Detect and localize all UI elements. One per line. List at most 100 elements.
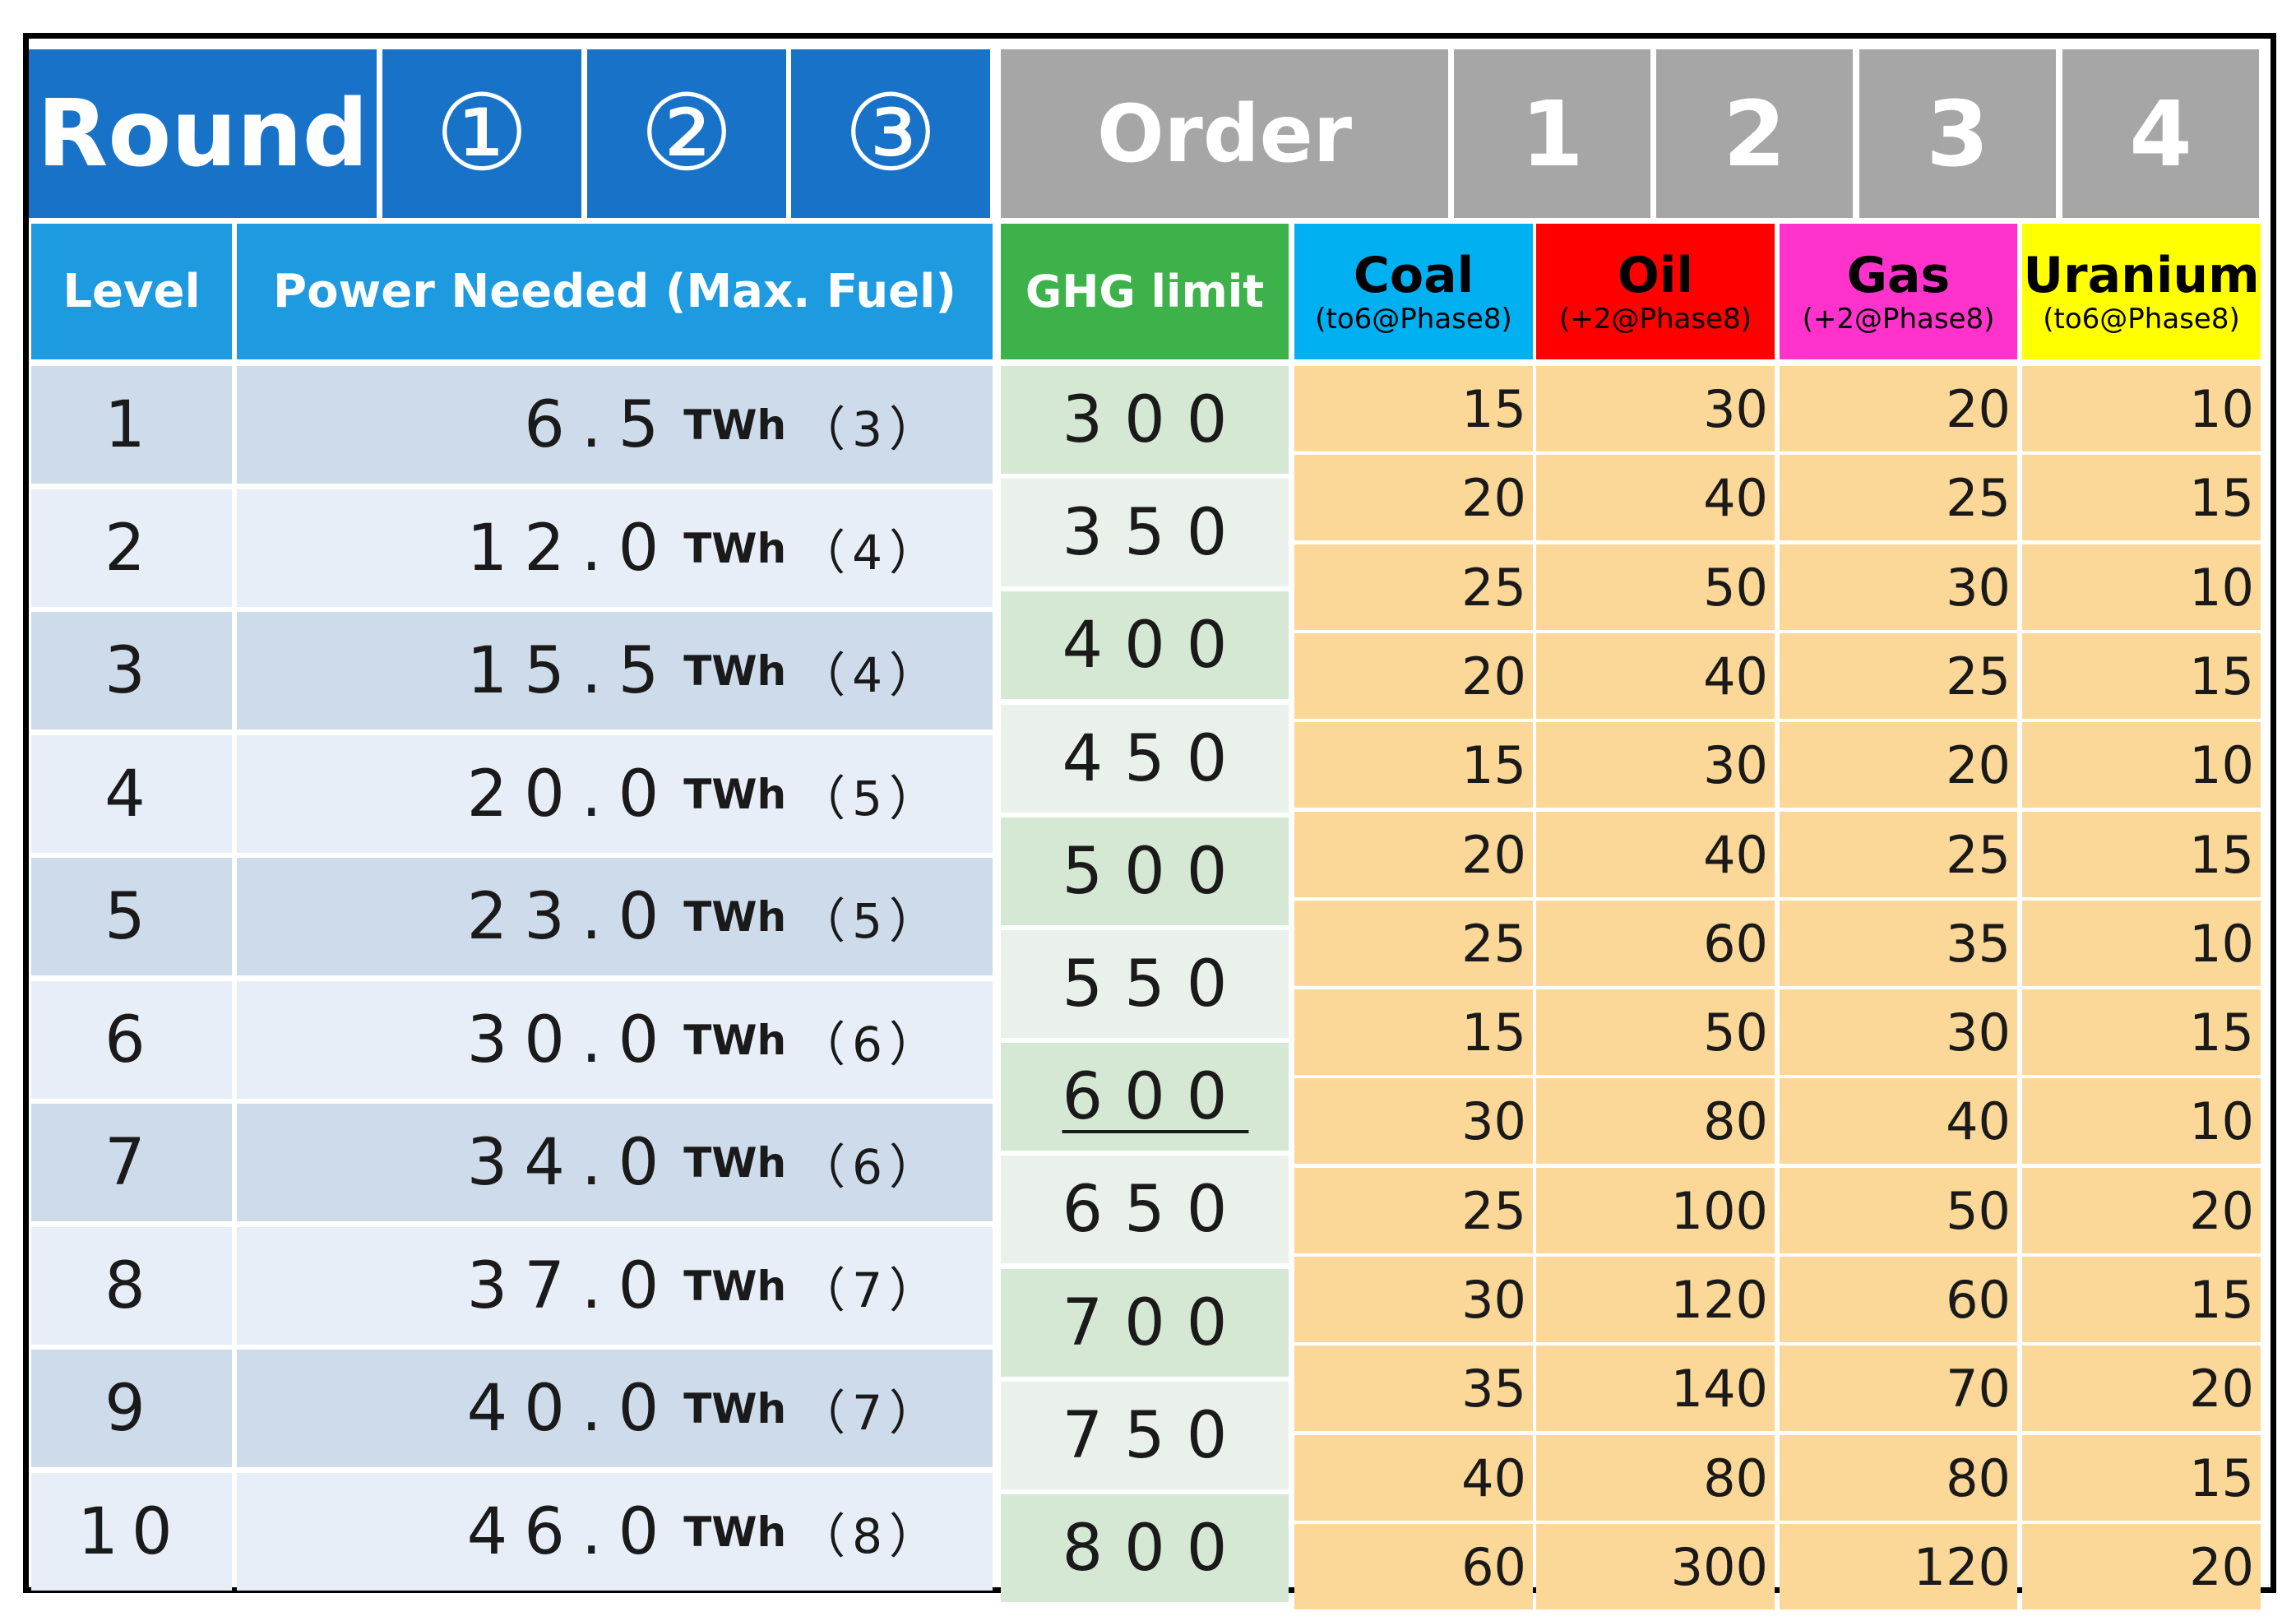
max-fuel: （5）	[798, 892, 943, 949]
fuel-price: 25	[1946, 467, 2011, 528]
fuel-price: 70	[1946, 1358, 2011, 1419]
fuel-price: 25	[1461, 913, 1526, 974]
fuel-price: 10	[2189, 378, 2254, 439]
level-cell: 10	[31, 1473, 232, 1591]
ghg-limit-cell: 400	[1001, 591, 1289, 699]
power-unit: TWh	[683, 1016, 787, 1064]
order-number: 4	[2129, 81, 2192, 187]
ghg-limit-value: 550	[1062, 947, 1249, 1021]
fuel-price: 30	[1703, 378, 1768, 439]
fuel-name: Oil	[1617, 246, 1694, 304]
fuel-price-cell: 15	[1294, 722, 1533, 808]
level-cell: 7	[31, 1104, 232, 1221]
fuel-price-cell: 20	[2022, 1345, 2261, 1431]
fuel-price: 35	[1461, 1358, 1526, 1419]
ghg-limit-cell: 600	[1001, 1043, 1289, 1151]
fuel-note: (+2@Phase8)	[1559, 302, 1752, 336]
level-cell: 2	[31, 489, 232, 607]
max-fuel: （7）	[798, 1384, 943, 1441]
order-number: 2	[1723, 81, 1786, 187]
order-number-cell: 1	[1454, 49, 1650, 218]
fuel-price-cell: 120	[1536, 1257, 1775, 1342]
max-fuel: （6）	[798, 1016, 943, 1072]
fuel-price: 60	[1703, 913, 1768, 974]
fuel-price: 25	[1946, 824, 2011, 885]
power-value: 6.5	[524, 387, 676, 462]
fuel-price-cell: 50	[1780, 1168, 2017, 1253]
level-cell: 5	[31, 858, 232, 975]
ghg-limit-cell: 800	[1001, 1494, 1289, 1602]
fuel-price-cell: 15	[2022, 989, 2261, 1075]
fuel-price: 120	[1913, 1536, 2011, 1597]
fuel-price: 60	[1946, 1269, 2011, 1330]
ghg-limit-value: 800	[1062, 1511, 1249, 1586]
ghg-limit-cell: 700	[1001, 1269, 1289, 1377]
fuel-price-cell: 25	[1780, 633, 2017, 719]
level-header-label: Level	[62, 265, 201, 318]
ghg-limit-value: 350	[1062, 495, 1249, 570]
fuel-price: 40	[1461, 1447, 1526, 1508]
power-value: 23.0	[466, 879, 676, 954]
fuel-price: 20	[1946, 378, 2011, 439]
order-number-cell: 3	[1859, 49, 2056, 218]
fuel-price: 30	[1703, 734, 1768, 795]
fuel-price: 15	[2189, 824, 2254, 885]
fuel-price-cell: 30	[1780, 989, 2017, 1075]
order-number-cell: 2	[1656, 49, 1853, 218]
fuel-price-cell: 30	[1536, 366, 1775, 452]
round-marker-cell: ③	[791, 49, 990, 218]
round-marker: ①	[434, 72, 530, 195]
round-marker-cell: ②	[587, 49, 786, 218]
fuel-price-cell: 120	[1780, 1524, 2017, 1609]
fuel-price: 10	[2189, 913, 2254, 974]
fuel-price: 15	[1461, 1002, 1526, 1063]
power-unit: TWh	[683, 401, 787, 449]
order-number: 1	[1521, 81, 1584, 187]
fuel-price: 40	[1946, 1091, 2011, 1151]
power-value: 37.0	[466, 1248, 676, 1323]
level-cell: 8	[31, 1227, 232, 1345]
fuel-header-gas: Gas (+2@Phase8)	[1780, 224, 2017, 359]
fuel-price-cell: 40	[1536, 455, 1775, 540]
level-value: 8	[104, 1248, 159, 1323]
fuel-price-cell: 10	[2022, 901, 2261, 986]
fuel-name: Coal	[1353, 246, 1474, 304]
fuel-price: 15	[2189, 1269, 2254, 1330]
round-label: Round	[37, 80, 368, 188]
fuel-price: 50	[1703, 557, 1768, 618]
level-cell: 6	[31, 981, 232, 1099]
fuel-price: 80	[1946, 1447, 2011, 1508]
fuel-price: 15	[2189, 646, 2254, 706]
fuel-price: 15	[1461, 378, 1526, 439]
level-value: 2	[104, 511, 159, 586]
power-unit: TWh	[683, 1262, 787, 1310]
fuel-price-cell: 30	[1780, 544, 2017, 630]
fuel-price-cell: 100	[1536, 1168, 1775, 1253]
fuel-price: 10	[2189, 734, 2254, 795]
round-marker: ②	[639, 72, 734, 195]
ghg-limit-cell: 300	[1001, 366, 1289, 474]
level-cell: 1	[31, 366, 232, 484]
level-value: 4	[104, 757, 159, 831]
level-cell: 9	[31, 1350, 232, 1467]
fuel-price: 15	[2189, 1002, 2254, 1063]
fuel-price: 120	[1670, 1269, 1768, 1330]
fuel-price: 20	[2189, 1358, 2254, 1419]
ghg-limit-value: 600	[1062, 1059, 1249, 1134]
ghg-limit-value: 700	[1062, 1285, 1249, 1360]
max-fuel: （3）	[798, 401, 943, 457]
fuel-price: 100	[1670, 1180, 1768, 1241]
max-fuel: （8）	[798, 1508, 943, 1564]
fuel-note: (to6@Phase8)	[1315, 302, 1512, 336]
power-cell: 40.0 TWh （7）	[237, 1350, 993, 1467]
fuel-price: 80	[1703, 1447, 1768, 1508]
ghg-limit-cell: 500	[1001, 817, 1289, 925]
power-cell: 34.0 TWh （6）	[237, 1104, 993, 1221]
power-cell: 37.0 TWh （7）	[237, 1227, 993, 1345]
fuel-price: 30	[1946, 1002, 2011, 1063]
level-value: 3	[104, 633, 159, 708]
fuel-price-cell: 20	[1780, 366, 2017, 452]
level-value: 10	[77, 1494, 186, 1569]
fuel-price-cell: 20	[1294, 455, 1533, 540]
fuel-price-cell: 140	[1536, 1345, 1775, 1431]
